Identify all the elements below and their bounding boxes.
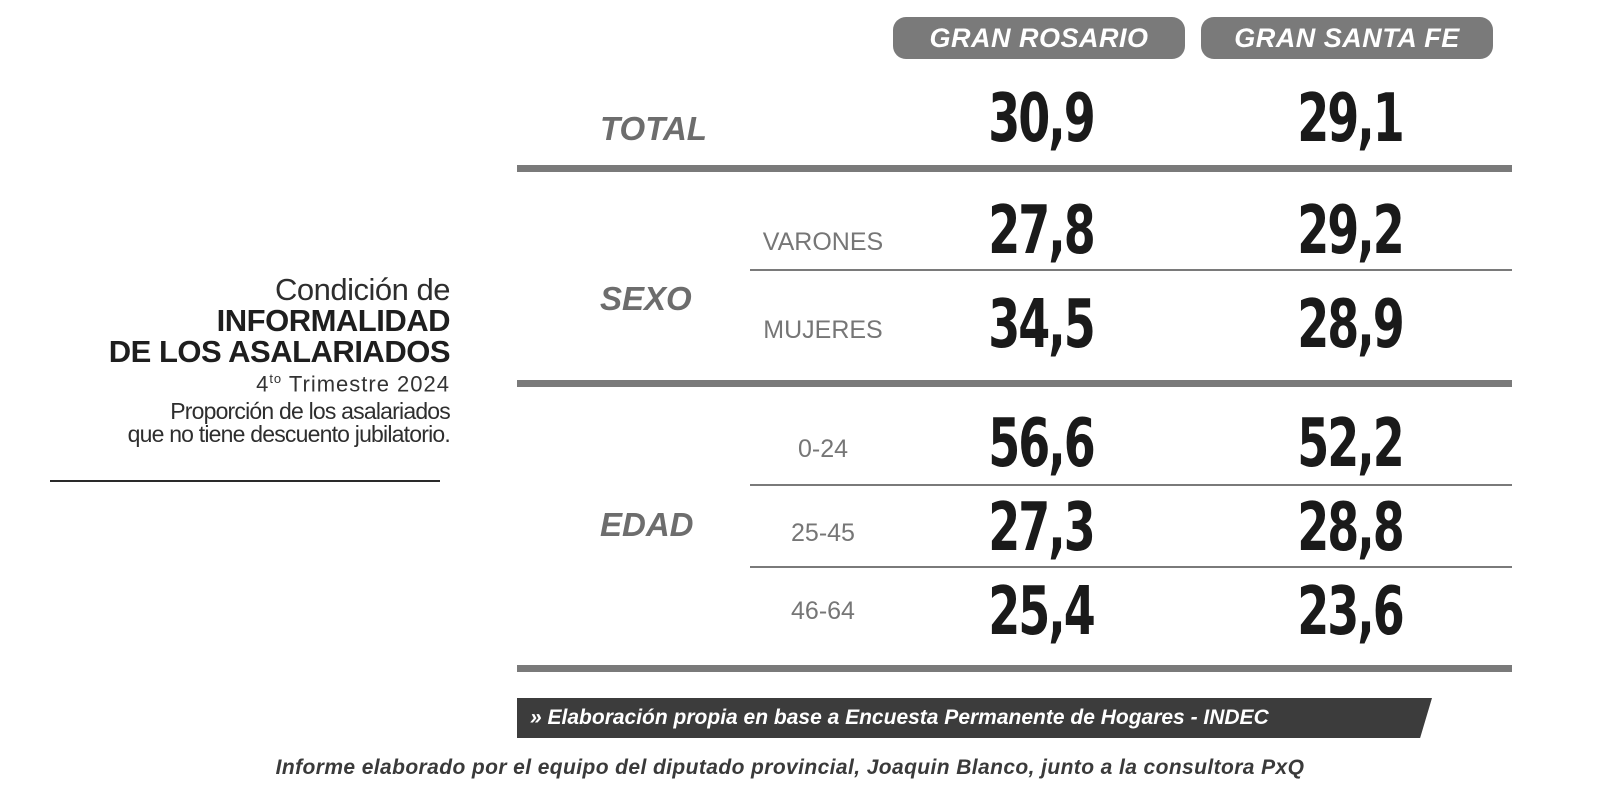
divider-sexo-rows xyxy=(750,269,1512,271)
value-santafe-age-46-64: 23,6 xyxy=(1297,571,1405,651)
value-rosario-varones: 27,8 xyxy=(988,190,1096,270)
column-header-gran-santa-fe: GRAN SANTA FE xyxy=(1201,17,1493,59)
source-note: » Elaboración propia en base a Encuesta … xyxy=(530,706,1269,729)
divider-sexo xyxy=(517,380,1512,387)
credit-line: Informe elaborado por el equipo del dipu… xyxy=(275,756,1305,779)
period-number: 4 xyxy=(256,371,270,397)
period-suffix: to xyxy=(269,371,283,386)
divider-bottom xyxy=(517,665,1512,672)
value-santafe-age-25-45: 28,8 xyxy=(1297,487,1405,567)
divider-age-2 xyxy=(750,566,1512,568)
divider-age-1 xyxy=(750,484,1512,486)
description-divider xyxy=(50,480,440,482)
description-title-line-1: INFORMALIDAD xyxy=(216,303,451,338)
section-label-sexo: SEXO xyxy=(600,280,692,317)
value-rosario-age-0-24: 56,6 xyxy=(988,403,1096,483)
value-santafe-total: 29,1 xyxy=(1297,78,1405,158)
value-santafe-age-0-24: 52,2 xyxy=(1297,403,1405,483)
value-rosario-mujeres: 34,5 xyxy=(988,284,1096,364)
row-label-age-25-45: 25-45 xyxy=(791,519,855,547)
description-period: 4to Trimestre 2024 xyxy=(40,372,450,395)
description-line-1: Condición de xyxy=(275,272,450,307)
column-header-gran-rosario: GRAN ROSARIO xyxy=(893,17,1185,59)
value-rosario-age-46-64: 25,4 xyxy=(988,571,1096,651)
row-label-age-0-24: 0-24 xyxy=(797,435,849,463)
section-label-total: TOTAL xyxy=(600,110,707,147)
divider-total xyxy=(517,165,1512,172)
value-santafe-mujeres: 28,9 xyxy=(1297,284,1405,364)
period-rest: Trimestre 2024 xyxy=(282,371,450,397)
row-label-varones: VARONES xyxy=(762,228,884,256)
value-santafe-varones: 29,2 xyxy=(1297,190,1405,270)
source-bar xyxy=(517,698,1432,738)
description-title-line-2: DE LOS ASALARIADOS xyxy=(108,334,451,369)
section-label-edad: EDAD xyxy=(600,506,694,543)
description-note-line-2: que no tiene descuento jubilatorio. xyxy=(127,421,451,448)
value-rosario-total: 30,9 xyxy=(988,78,1096,158)
row-label-age-46-64: 46-64 xyxy=(791,597,855,625)
description-note-line-1: Proporción de los asalariados xyxy=(170,398,451,425)
row-label-mujeres: MUJERES xyxy=(763,316,883,344)
table-description: Condición de INFORMALIDAD DE LOS ASALARI… xyxy=(40,272,451,448)
value-rosario-age-25-45: 27,3 xyxy=(988,487,1096,567)
